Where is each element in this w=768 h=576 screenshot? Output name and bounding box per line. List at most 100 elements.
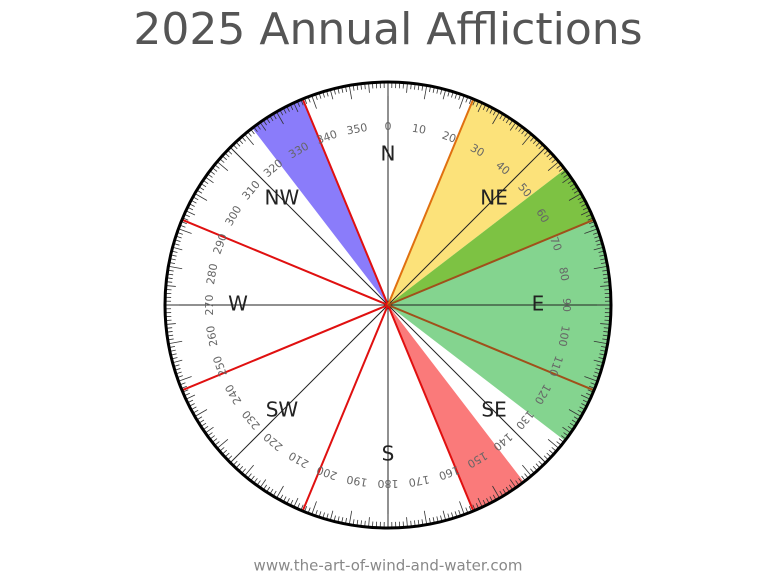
division-line [181,218,389,306]
sector [388,98,565,306]
tick [165,323,176,325]
degree-label: 250 [211,354,230,378]
tick [348,85,353,100]
tick [230,147,238,155]
direction-label: E [532,292,545,316]
tick [185,210,196,216]
degree-label: 80 [556,266,571,282]
tick [593,265,608,270]
tick [205,176,214,184]
tick [311,95,317,109]
tick [216,161,229,171]
tick [600,285,611,287]
tick [276,485,284,499]
degree-label: 340 [315,128,339,147]
direction-label: W [228,292,248,316]
rim [163,80,613,530]
division-line [387,304,475,512]
division-lines [165,82,611,528]
tick [522,133,532,146]
tick [244,133,254,146]
degree-label: 270 [203,295,216,316]
degree-label: 190 [346,473,369,489]
degree-label: 290 [211,232,230,256]
tick [492,111,500,125]
tick [584,228,598,234]
direction-label: NW [265,185,300,209]
tick [509,479,517,488]
tick [368,82,370,93]
tick [568,193,582,201]
degree-label: 200 [315,463,339,482]
tick [477,497,483,508]
division-line [181,304,389,392]
direction-label: NE [480,185,508,209]
tick [593,246,604,251]
tick [311,501,317,515]
direction-label: N [381,142,396,166]
degree-label: 180 [378,477,399,490]
degree-label: 90 [560,298,573,312]
tick [178,228,192,234]
tick [459,95,465,109]
degree-label: 30 [468,141,487,159]
tick [329,89,334,100]
tick [172,246,183,251]
tick [194,193,208,201]
tick [194,409,208,417]
tick [368,517,370,528]
tick [580,210,591,216]
tick [329,510,334,521]
degree-label: 230 [240,408,263,432]
tick [423,85,428,100]
tick [230,455,238,463]
degree-label: 310 [240,178,263,202]
degree-label: 70 [547,235,564,253]
tick [423,510,428,525]
tick [538,455,546,463]
degree-label: 220 [261,430,285,453]
tick [276,111,284,125]
tick [459,501,465,515]
degree-label: 0 [385,120,392,133]
direction-label: SE [481,398,506,422]
degree-label: 240 [223,382,245,407]
tick [205,426,214,434]
division-line [229,304,389,464]
tick [244,464,254,477]
tick [165,285,176,287]
division-line [387,98,475,306]
direction-label: S [382,442,395,466]
tick [477,102,483,113]
tick [216,439,229,449]
sector [388,169,595,305]
tick [522,464,532,477]
degree-label: 170 [408,473,431,489]
tick [562,426,571,434]
tick [584,376,598,382]
tick [293,497,299,508]
division-line [387,218,595,306]
tick [406,517,408,528]
tick [172,359,183,364]
division-line [387,304,547,464]
tick [348,510,353,525]
tick [442,89,447,100]
degree-label: 210 [286,449,311,471]
degree-label: 260 [204,325,220,348]
tick [509,122,517,131]
tick [293,102,299,113]
division-line [301,98,389,306]
tick [593,359,604,364]
tick [259,122,267,131]
degree-label: 300 [223,203,245,228]
division-line [229,146,389,306]
footer: www.the-art-of-wind-and-water.com [254,557,523,575]
degree-label: 10 [411,122,427,137]
sector [388,219,612,441]
tick [538,147,546,155]
tick [547,161,560,171]
tick [568,409,582,417]
